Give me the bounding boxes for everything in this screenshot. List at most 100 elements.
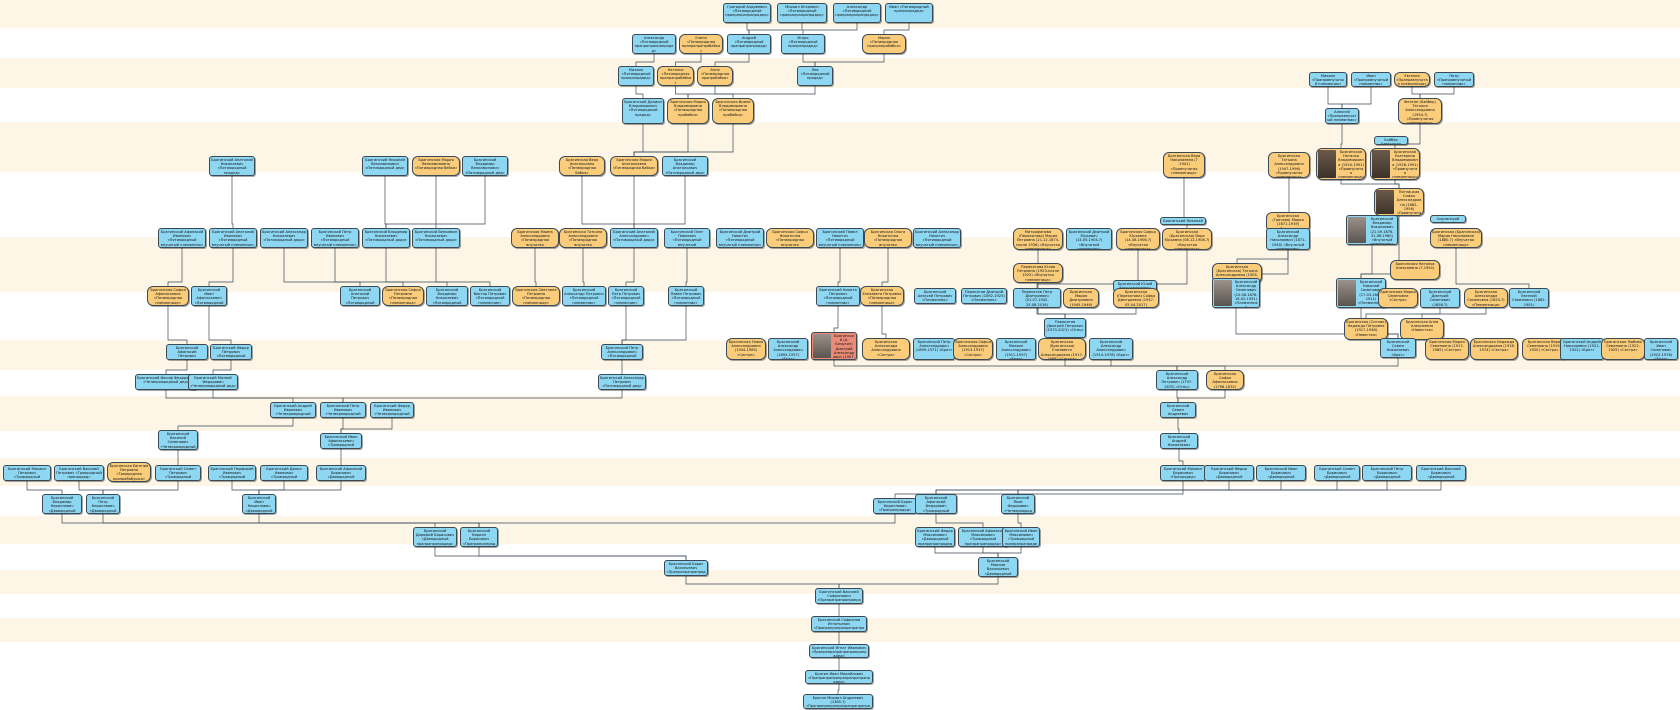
person-card[interactable]: Михаил «Пятиюродный прапрапрадед» xyxy=(618,66,654,86)
person-card[interactable]: Брагинский Афанасий Максимович «Троюродн… xyxy=(958,527,1008,547)
person-card[interactable]: Брагинский Данил Иванович «Троюродный пр… xyxy=(260,465,308,481)
person-card[interactable]: Брагинский Виктор Петрович «Пятиюродный … xyxy=(470,286,510,306)
person-card[interactable]: Брагинская Татьяна Александровна «Пятиюр… xyxy=(559,228,607,248)
person-card[interactable]: Брагинский Игнат Иванович «Прапрапрапрап… xyxy=(809,644,869,658)
person-card[interactable]: Перекатов Дмитрий Петрович (1892-1925) «… xyxy=(961,288,1007,304)
person-card[interactable]: Брагинская (Перекатова) Софья Дмитриевна… xyxy=(1113,288,1159,308)
person-card[interactable]: Брагинский Афанасий Иванович «Пятиюродны… xyxy=(158,228,206,248)
person-card[interactable]: Брагинский Владимир Вениаминович «Пятиюр… xyxy=(462,156,508,176)
person-card[interactable]: Анна «Пятиюродная прапрабабка» xyxy=(697,66,733,86)
person-card[interactable]: Брагинский Александр Николаевич «Пятиюро… xyxy=(260,228,308,248)
person-card[interactable]: Михаил «Праправнучатый племянник» xyxy=(1309,72,1347,87)
person-card[interactable]: Брагинская (Ситник) Надежда Петровна (19… xyxy=(1344,318,1388,340)
person-card[interactable]: Брагинская Вера Семеновна (1919-1920) «С… xyxy=(1522,338,1566,360)
person-card[interactable]: Брагинский Порфирий Иванович «Троюродный… xyxy=(208,465,256,481)
person-card[interactable]: Григорий Андреевич «Пятиюродный прапрапр… xyxy=(723,3,771,23)
person-card[interactable]: Брагинская Елизавета Петровна «Пятиюродн… xyxy=(860,286,904,306)
person-card[interactable]: Брагинская Наталья Алексеевна (?-1954) xyxy=(1390,260,1440,280)
person-card[interactable]: Брагинская Вера Николаевна (?-1941) «Пра… xyxy=(1163,152,1205,178)
person-card[interactable]: Петр «Праправнучатый племянник» xyxy=(1434,72,1474,87)
person-card[interactable]: Брагинская Мария Анатольевна «Пятиюродна… xyxy=(610,156,658,176)
person-card[interactable]: Брагинский Максим Васильевич «Двоюродный… xyxy=(978,557,1018,577)
person-card[interactable]: Брагинская Павла Александровна (1904-198… xyxy=(726,338,766,360)
person-card[interactable]: Перекатов Петр Дмитриевич (01.07.1942-25… xyxy=(1013,288,1061,308)
person-card[interactable]: Брагинский Павел Никитич «Пятиюродный вн… xyxy=(816,228,864,248)
person-card[interactable]: Брагинский Петр Иванович «Четвероюродный… xyxy=(320,402,366,418)
person-card[interactable]: Брагинская Софья Петровна «Пятиюродная п… xyxy=(382,286,424,306)
person-card[interactable]: Брагинский Борис Кириллович «Прапрапраде… xyxy=(873,498,917,514)
person-card[interactable]: Брагинский Андрей Николаевич «Прадед» xyxy=(1160,433,1198,449)
person-card[interactable]: Иван «Праправнучатый племянник» xyxy=(1351,72,1391,87)
person-card[interactable]: Брагинский Александр Никитич «Пятиюродны… xyxy=(913,228,961,248)
person-card[interactable]: Митрофанова (Перекатова) Мария Петровна … xyxy=(1013,228,1063,250)
person-card[interactable]: Брагинская (Брагинская) Вера Юрьевна (08… xyxy=(1162,228,1212,250)
person-card[interactable]: Брагинский Петр Борисович «Двоюродный пр… xyxy=(1362,465,1412,481)
person-card[interactable]: Брагинский Анатолий Николаевич «Пятиюрод… xyxy=(209,156,255,176)
person-card[interactable]: Брагинская Екатерина Владимировна (1926-… xyxy=(1370,148,1420,180)
person-card[interactable]: Брагинский Павел Петрович «Пятиюродный п… xyxy=(668,286,704,306)
person-card[interactable]: Александр «Пятиюродный прапрапрапрапраде… xyxy=(632,34,676,54)
person-card[interactable]: Брагинский Петр Петрович «Пятиюродный пл… xyxy=(608,286,644,306)
person-card[interactable]: Андрей «Пятиюродный прапрапрапрадед» xyxy=(727,34,771,54)
person-card[interactable]: Фелтон (Бэйбер) Татьяна Александровна (1… xyxy=(1398,98,1442,124)
person-card[interactable]: Брагинская Мария Вениаминовна «Пятиюродн… xyxy=(412,156,460,176)
person-card[interactable]: Иван «Пятиюродный прапрапрадед» xyxy=(885,3,933,23)
person-card[interactable]: Брагинский Дорофей Борисович «Двоюродный… xyxy=(413,527,457,547)
person-card[interactable]: Брагинский Афанасий Федорович «Троюродны… xyxy=(915,494,957,514)
person-card[interactable]: Брагинский Семен Борисович «Двоюродный п… xyxy=(1314,465,1360,481)
person-card[interactable]: Брагинский Иван Афанасьевич «Пятиюродный… xyxy=(191,286,227,306)
person-card[interactable]: Брагинский Владимир Анатольевич «Пятиюро… xyxy=(662,156,708,176)
person-card[interactable]: Брагинский Федор Иванович «Четвероюродны… xyxy=(370,402,414,418)
person-card[interactable]: Брагинская (Брагинская) Мария Николаевна… xyxy=(1430,228,1482,248)
person-card[interactable]: Александр «Пятиюродный прапрапрапрапраде… xyxy=(833,3,881,23)
person-card[interactable]: Брагинский Федор Петрович «Пятиюродный б… xyxy=(210,344,252,360)
person-card[interactable]: Брагинский Евгений Семенович (1862-1901)… xyxy=(1509,288,1549,308)
person-card[interactable]: Брагинский Яков Федорович «Четвероюродны… xyxy=(1001,494,1035,514)
person-card[interactable]: Брагин Иван Михайлович «Прапрапрапрапрап… xyxy=(805,670,873,684)
person-card[interactable]: Брагинский Петр Александрович (1899-1971… xyxy=(913,338,955,360)
person-card[interactable]: Перекатова Юлия Петровна (1903-после 192… xyxy=(1013,263,1063,283)
person-card[interactable]: Брагинский Анатолий Петрович «Пятиюродны… xyxy=(340,286,380,306)
person-card[interactable]: Мария «Пятиюродная прапрапрабабка» xyxy=(862,34,906,54)
person-card[interactable]: Брагинская Маина Александровна «Пятиюрод… xyxy=(511,228,559,248)
person-card[interactable]: Брагин Михаил Андреевич (1385-?) «Прапра… xyxy=(803,694,873,709)
person-card[interactable]: Пятницкая Софья Александровна (1882-1956… xyxy=(1374,188,1424,216)
person-card[interactable]: Брагинский Федор Максимович «Двоюродный … xyxy=(915,527,955,547)
person-card[interactable]: Брагинский Александр Петрович «Пятиюродн… xyxy=(598,374,646,390)
person-card[interactable]: Брагинский Николай xyxy=(1160,217,1206,225)
person-card[interactable]: Брагинский Матвей Федорович «Четвероюрод… xyxy=(188,374,238,390)
person-card[interactable]: Елена «Пятиюродная прапрапрапрабабка» xyxy=(679,34,723,54)
person-card[interactable]: Брагинская Анна Алексеевна «Невестка» xyxy=(1400,318,1444,340)
person-card[interactable]: Брагинский Николай Семенович (17.03.1864… xyxy=(1336,278,1386,308)
person-card[interactable]: Игорь «Пятиюродный прапрапрадед» xyxy=(781,34,825,54)
person-card[interactable]: Брагинский Федор Борисович «Двоюродный п… xyxy=(1204,465,1254,481)
person-card[interactable]: Брагинский Андрей Иванович «Четвероюродн… xyxy=(270,402,316,418)
person-card[interactable]: Брагинский Александр Николаевич (1871-19… xyxy=(1266,228,1310,250)
person-card[interactable]: Михаил Игоревич «Пятиюродный прапрапрапр… xyxy=(777,3,827,23)
person-card[interactable]: Бэйбер Александр xyxy=(1374,136,1408,145)
person-card[interactable]: Брагинский Василий Семенович «Четвероюро… xyxy=(158,430,198,450)
person-card[interactable]: Брагинский Семен Петрович «Троюродный пр… xyxy=(155,465,201,481)
person-card[interactable]: Брагинский Семен Андреевич «Дед» xyxy=(1160,402,1196,418)
person-card[interactable]: Брагинский Никита Петрович «Пятиюродный … xyxy=(816,286,860,306)
person-card[interactable]: Брагинский Иван Афанасьевич «Троюродный … xyxy=(320,433,362,449)
person-card[interactable]: Брагинская Евгения Петровна «Троюродная … xyxy=(107,462,151,482)
person-card[interactable]: Брагинский Петр Иванович «Пятиюродный вн… xyxy=(311,228,359,248)
person-card[interactable]: Скопинский Сергей xyxy=(1430,215,1466,223)
person-card[interactable]: Брагинский Дмитрий Юрьевич (14.05.1904-?… xyxy=(1066,228,1112,250)
person-card[interactable]: Брагинская Мария Семеновна (1917-1989) «… xyxy=(1425,338,1469,360)
person-card[interactable]: Алексей «Праправнучатый племянник» xyxy=(1325,108,1359,124)
person-card[interactable]: Брагинский Михаил Петрович «Троюродный п… xyxy=(3,465,51,481)
person-card[interactable]: Брагинская Софья Никитична «Пятиюродная … xyxy=(766,228,814,248)
person-card[interactable]: Брагинский Василий Петрович «Троюродный … xyxy=(54,465,104,481)
person-card[interactable]: Брагинская Софья Александровна (1913-193… xyxy=(953,338,993,360)
person-card[interactable]: Брагинский Владимир Николаевич (21.09.18… xyxy=(1346,215,1398,245)
person-card[interactable]: Брагинский Анатолий Иванович «Пятиюродны… xyxy=(209,228,257,248)
person-card[interactable]: Брагинская Софья Афанасьевна (1796-1832)… xyxy=(1206,370,1244,390)
person-card[interactable]: Брагинский Александр Александрович (1893… xyxy=(768,338,808,360)
person-card[interactable]: Брагинская Ольга Никитична «Пятиюродная … xyxy=(864,228,912,248)
person-card[interactable]: Брагинский Афанасий Петрович «Пятиюродны… xyxy=(166,344,208,360)
person-card[interactable]: Брагинский Александр Александрович (1914… xyxy=(1089,338,1133,360)
person-card[interactable]: Брагинский Михаил Александрович (1911-19… xyxy=(996,338,1036,360)
